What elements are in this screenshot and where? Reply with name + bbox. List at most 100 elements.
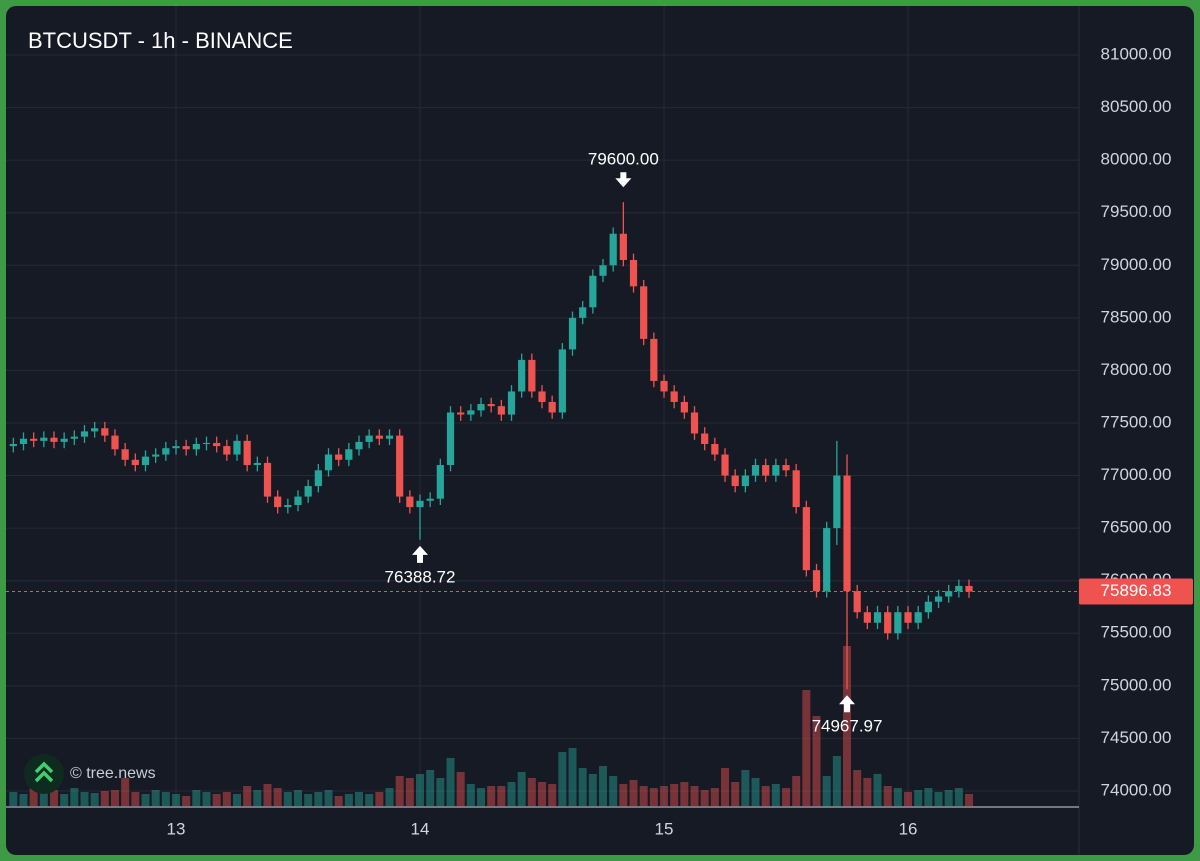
candle-body (965, 585, 973, 592)
y-tick-label: 80000.00 (1101, 150, 1172, 169)
volume-bar (904, 792, 913, 806)
x-tick-label: 14 (411, 819, 430, 838)
candle-body (426, 498, 434, 501)
annotation-arrow (412, 545, 429, 563)
candle-body (355, 441, 363, 450)
volume-bar (863, 778, 872, 806)
candle-body (213, 442, 221, 447)
volume-bar (243, 786, 252, 806)
volume-bar (639, 786, 648, 806)
volume-bar (721, 768, 730, 806)
candle-body (741, 475, 749, 487)
candle-body (894, 612, 902, 634)
candle-body (619, 233, 627, 261)
candle-body (507, 391, 516, 415)
volume-bar (599, 766, 608, 806)
volume-bar (792, 776, 801, 806)
candle-body (294, 496, 302, 505)
candle-body (568, 317, 577, 350)
volume-bar (517, 772, 526, 806)
candle-body (457, 412, 465, 415)
candle-body (223, 446, 231, 455)
candle-body (396, 435, 404, 497)
volume-bar (212, 794, 221, 806)
candle-body (324, 454, 333, 471)
candle-body (558, 349, 566, 413)
candle-body (131, 459, 139, 466)
candles (9, 202, 973, 690)
candle-body (253, 462, 261, 466)
volume-bar (629, 780, 638, 806)
y-tick-label: 80500.00 (1101, 97, 1172, 116)
candle-body (30, 438, 38, 441)
y-tick-label: 78000.00 (1101, 360, 1172, 379)
volume-bar (426, 770, 435, 806)
annotation-arrow (839, 695, 856, 713)
volume-bar (670, 784, 679, 806)
y-tick-label: 75500.00 (1101, 623, 1172, 642)
candle-body (101, 428, 109, 436)
candle-body (91, 428, 99, 432)
y-tick-label: 77500.00 (1101, 412, 1172, 431)
candle-body (589, 275, 597, 308)
y-tick-label: 79000.00 (1101, 255, 1172, 274)
candle-body (233, 440, 241, 455)
candle-body (833, 475, 841, 529)
candle-body (192, 444, 200, 450)
volume-bar (558, 752, 567, 806)
last-price-box (1079, 578, 1193, 605)
volume-bar (487, 786, 496, 806)
candle-body (314, 470, 322, 487)
volume-bar (751, 778, 760, 806)
candle-body (345, 449, 353, 460)
candle-body (172, 446, 180, 449)
candle-body (446, 412, 455, 466)
volume-bar (70, 788, 79, 806)
candle-body (721, 454, 729, 476)
x-tick-label: 16 (899, 819, 918, 838)
volume-bar (39, 791, 48, 806)
volume-bar (172, 794, 180, 806)
candle-body (934, 596, 943, 602)
volume-bar (456, 772, 465, 806)
volume-bar (294, 790, 303, 806)
candle-body (487, 404, 495, 407)
volume-bar (161, 792, 170, 806)
candle-body (670, 391, 678, 402)
y-tick-label: 76500.00 (1101, 518, 1172, 537)
candle-body (111, 435, 119, 450)
candle-body (121, 449, 129, 460)
volume-bar (893, 788, 902, 806)
volume-bar (131, 792, 140, 806)
volume-bar (873, 774, 882, 806)
candle-body (202, 442, 211, 445)
candle-body (762, 465, 770, 476)
volume-bar (507, 782, 516, 806)
candle-body (640, 286, 648, 339)
candle-body (629, 260, 638, 287)
volume-bar (222, 792, 231, 806)
chart-title: BTCUSDT - 1h - BINANCE (28, 28, 293, 53)
volume-bar (100, 791, 109, 806)
candle-body (335, 454, 343, 460)
volume-bar (741, 770, 750, 806)
volume-bar (365, 794, 374, 806)
candle-body (243, 440, 251, 466)
volume-bar (324, 790, 333, 806)
volume-bar (202, 792, 211, 806)
candle-body (914, 612, 922, 623)
candle-body (284, 504, 292, 508)
candle-body (650, 338, 658, 381)
overlay: 74000.0074500.0075000.0075500.0076000.00… (6, 44, 1193, 838)
volume-bar (934, 792, 943, 806)
candle-body (9, 444, 17, 447)
volume-bar (355, 792, 364, 806)
volume-bar (954, 788, 963, 806)
candle-body (80, 431, 89, 437)
candle-body (772, 465, 780, 476)
watermark: © tree.news (70, 765, 156, 782)
volume-bar (19, 794, 28, 806)
candle-body (884, 612, 892, 634)
candle-body (945, 591, 953, 597)
